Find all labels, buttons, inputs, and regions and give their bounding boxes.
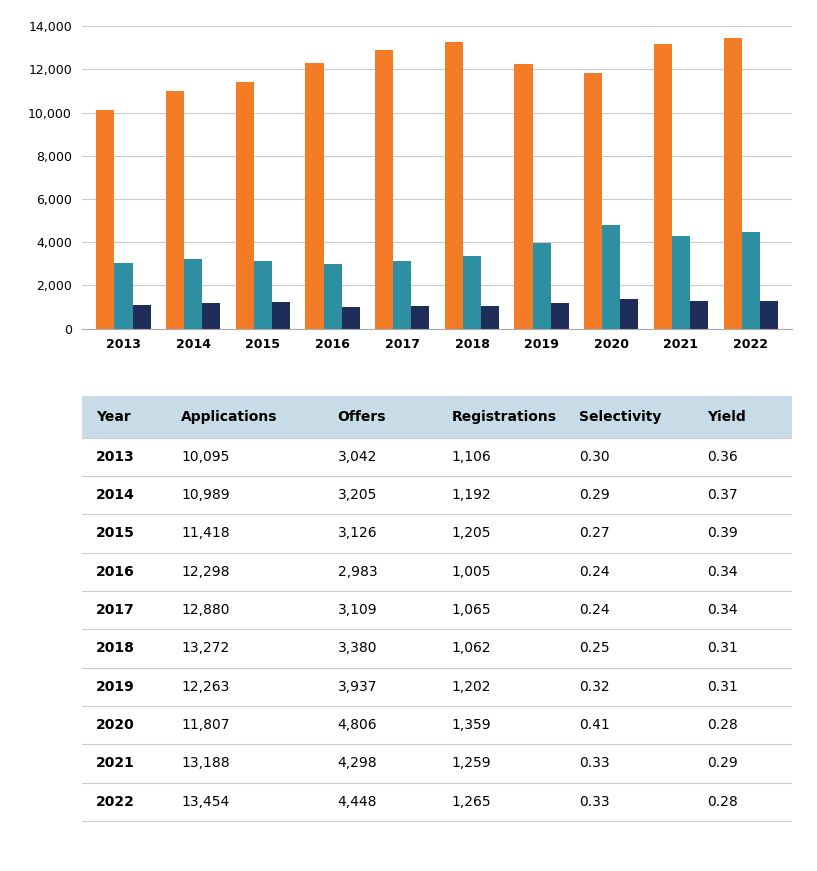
Text: 3,042: 3,042 (337, 449, 377, 464)
Text: 0.29: 0.29 (708, 756, 738, 770)
Text: 0.32: 0.32 (579, 679, 609, 693)
Text: 0.31: 0.31 (708, 641, 738, 655)
Text: 0.33: 0.33 (579, 794, 609, 808)
Text: 12,298: 12,298 (181, 564, 230, 579)
Text: 4,298: 4,298 (337, 756, 377, 770)
Bar (602, 225, 620, 328)
Bar (324, 264, 342, 328)
Text: 2019: 2019 (96, 679, 135, 693)
Bar (114, 263, 132, 328)
Text: 1,259: 1,259 (451, 756, 491, 770)
Bar (481, 306, 499, 328)
Text: 1,005: 1,005 (451, 564, 491, 579)
Bar (342, 307, 359, 328)
Bar (654, 44, 672, 328)
Text: 0.28: 0.28 (708, 794, 738, 808)
Text: 1,065: 1,065 (451, 603, 491, 617)
Bar (463, 255, 481, 328)
Text: Registrations: Registrations (451, 409, 556, 423)
Bar (690, 301, 708, 328)
Text: Year: Year (96, 409, 131, 423)
Bar (235, 82, 254, 328)
Bar (393, 261, 411, 328)
Text: 11,418: 11,418 (181, 526, 230, 541)
Text: 2017: 2017 (96, 603, 135, 617)
Bar (620, 299, 639, 328)
Bar (411, 306, 430, 328)
Bar (672, 236, 690, 328)
Text: 2018: 2018 (96, 641, 135, 655)
Text: 10,095: 10,095 (181, 449, 230, 464)
Text: 2020: 2020 (96, 718, 135, 732)
Text: 3,937: 3,937 (337, 679, 377, 693)
Text: 1,106: 1,106 (451, 449, 491, 464)
Text: 0.33: 0.33 (579, 756, 609, 770)
Text: 1,359: 1,359 (451, 718, 491, 732)
Bar (132, 305, 150, 328)
Text: 12,880: 12,880 (181, 603, 230, 617)
Text: 2021: 2021 (96, 756, 135, 770)
Text: 12,263: 12,263 (181, 679, 230, 693)
Text: 0.24: 0.24 (579, 603, 609, 617)
Text: Selectivity: Selectivity (579, 409, 662, 423)
Text: 3,109: 3,109 (337, 603, 377, 617)
Bar (515, 64, 533, 328)
Text: 0.30: 0.30 (579, 449, 609, 464)
Bar (166, 91, 184, 328)
Text: 0.27: 0.27 (579, 526, 609, 541)
Text: 10,989: 10,989 (181, 488, 230, 503)
Text: 4,806: 4,806 (337, 718, 377, 732)
Bar (96, 111, 114, 328)
Text: 0.37: 0.37 (708, 488, 738, 503)
Text: 2,983: 2,983 (337, 564, 377, 579)
Bar (272, 302, 290, 328)
Text: 0.34: 0.34 (708, 603, 738, 617)
Text: 0.24: 0.24 (579, 564, 609, 579)
Text: 2016: 2016 (96, 564, 135, 579)
Text: 1,265: 1,265 (451, 794, 491, 808)
Text: 0.39: 0.39 (708, 526, 738, 541)
Text: 13,188: 13,188 (181, 756, 230, 770)
Text: 2014: 2014 (96, 488, 135, 503)
Text: 0.29: 0.29 (579, 488, 610, 503)
Bar (584, 73, 602, 328)
Text: 1,062: 1,062 (451, 641, 491, 655)
Text: 3,380: 3,380 (337, 641, 377, 655)
Text: 0.41: 0.41 (579, 718, 610, 732)
Text: 1,205: 1,205 (451, 526, 491, 541)
Text: 0.34: 0.34 (708, 564, 738, 579)
Text: 13,454: 13,454 (181, 794, 230, 808)
Bar (184, 260, 203, 328)
Text: 13,272: 13,272 (181, 641, 230, 655)
Text: 3,126: 3,126 (337, 526, 377, 541)
Text: 0.31: 0.31 (708, 679, 738, 693)
Bar (254, 261, 272, 328)
Text: Yield: Yield (708, 409, 746, 423)
Bar (444, 42, 463, 328)
Bar (203, 303, 221, 328)
Bar (724, 38, 742, 328)
Text: 0.25: 0.25 (579, 641, 609, 655)
Bar (533, 244, 551, 328)
Text: 4,448: 4,448 (337, 794, 377, 808)
Text: 11,807: 11,807 (181, 718, 230, 732)
Bar (375, 51, 393, 328)
Bar (760, 301, 778, 328)
Text: 2015: 2015 (96, 526, 135, 541)
Text: 2013: 2013 (96, 449, 135, 464)
Text: 3,205: 3,205 (337, 488, 377, 503)
Text: Offers: Offers (337, 409, 386, 423)
Text: Applications: Applications (181, 409, 278, 423)
Text: 0.36: 0.36 (708, 449, 738, 464)
Bar (82, 395, 792, 437)
Text: 2022: 2022 (96, 794, 135, 808)
Bar (306, 63, 324, 328)
Text: 1,202: 1,202 (451, 679, 491, 693)
Bar (551, 302, 569, 328)
Text: 1,192: 1,192 (451, 488, 491, 503)
Text: 0.28: 0.28 (708, 718, 738, 732)
Bar (742, 233, 760, 328)
